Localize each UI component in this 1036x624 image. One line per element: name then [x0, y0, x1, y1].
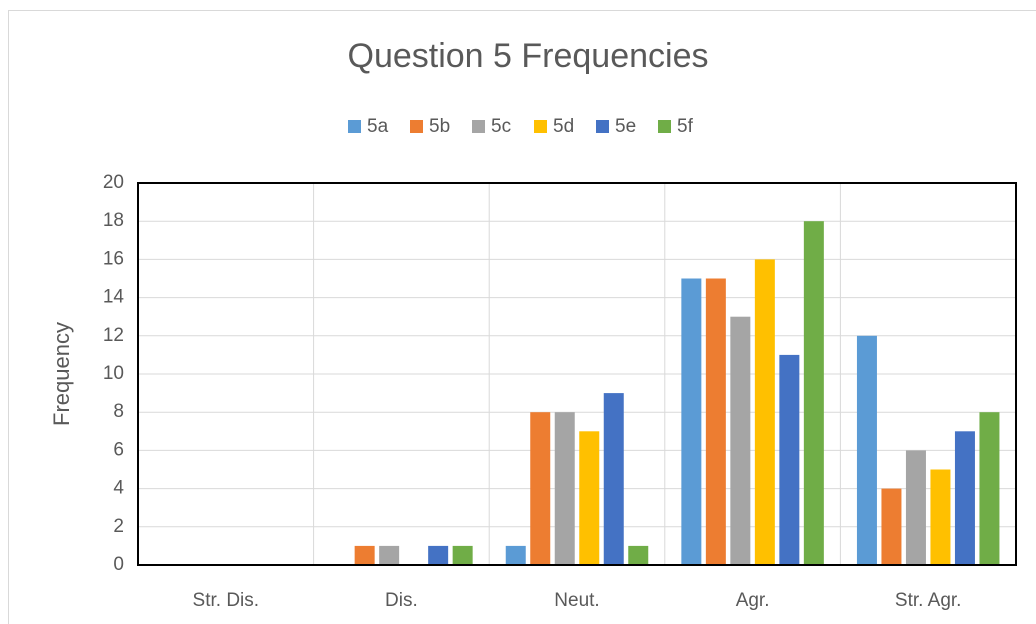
chart-title: Question 5 Frequencies: [348, 37, 709, 75]
bar: [530, 412, 551, 565]
legend-swatch: [596, 120, 609, 133]
bar: [603, 393, 624, 565]
x-tick-label: Dis.: [385, 590, 418, 611]
bar: [881, 488, 902, 565]
legend-label: 5f: [677, 116, 694, 137]
legend-swatch: [348, 120, 361, 133]
y-tick-label: 0: [113, 554, 124, 575]
x-tick-label: Agr.: [736, 590, 770, 611]
y-tick-label: 12: [103, 325, 124, 346]
bar: [428, 545, 449, 565]
legend-swatch: [658, 120, 671, 133]
bar: [730, 316, 751, 565]
bar: [754, 259, 775, 565]
y-tick-label: 20: [103, 172, 124, 193]
bar: [505, 545, 526, 565]
legend-swatch: [410, 120, 423, 133]
y-tick-label: 8: [113, 401, 124, 422]
legend-label: 5c: [491, 116, 511, 137]
bar: [379, 545, 400, 565]
bar: [452, 545, 473, 565]
y-tick-label: 2: [113, 516, 124, 537]
legend-label: 5b: [429, 116, 450, 137]
bar: [579, 431, 600, 565]
bar: [628, 545, 649, 565]
bar: [554, 412, 575, 565]
legend-label: 5e: [615, 116, 636, 137]
y-tick-label: 6: [113, 439, 124, 460]
x-tick-label: Str. Dis.: [193, 590, 260, 611]
plot-border: [137, 182, 1017, 566]
bar: [930, 469, 951, 565]
bar: [979, 412, 1000, 565]
bar: [856, 335, 877, 565]
legend-swatch: [472, 120, 485, 133]
x-tick-label: Str. Agr.: [895, 590, 962, 611]
bar: [705, 278, 726, 565]
y-tick-label: 14: [103, 287, 125, 308]
bar: [354, 545, 375, 565]
bar: [954, 431, 975, 565]
bar: [681, 278, 702, 565]
bar: [779, 354, 800, 565]
y-tick-label: 10: [103, 363, 124, 384]
y-tick-label: 18: [103, 210, 124, 231]
legend-label: 5d: [553, 116, 574, 137]
bar: [905, 450, 926, 565]
legend-label: 5a: [367, 116, 389, 137]
y-tick-label: 16: [103, 248, 124, 269]
bar: [803, 221, 824, 565]
y-axis-label: Frequency: [49, 322, 74, 426]
y-tick-label: 4: [113, 478, 124, 499]
legend-swatch: [534, 120, 547, 133]
chart-border: [8, 10, 1036, 624]
x-tick-label: Neut.: [554, 590, 599, 611]
